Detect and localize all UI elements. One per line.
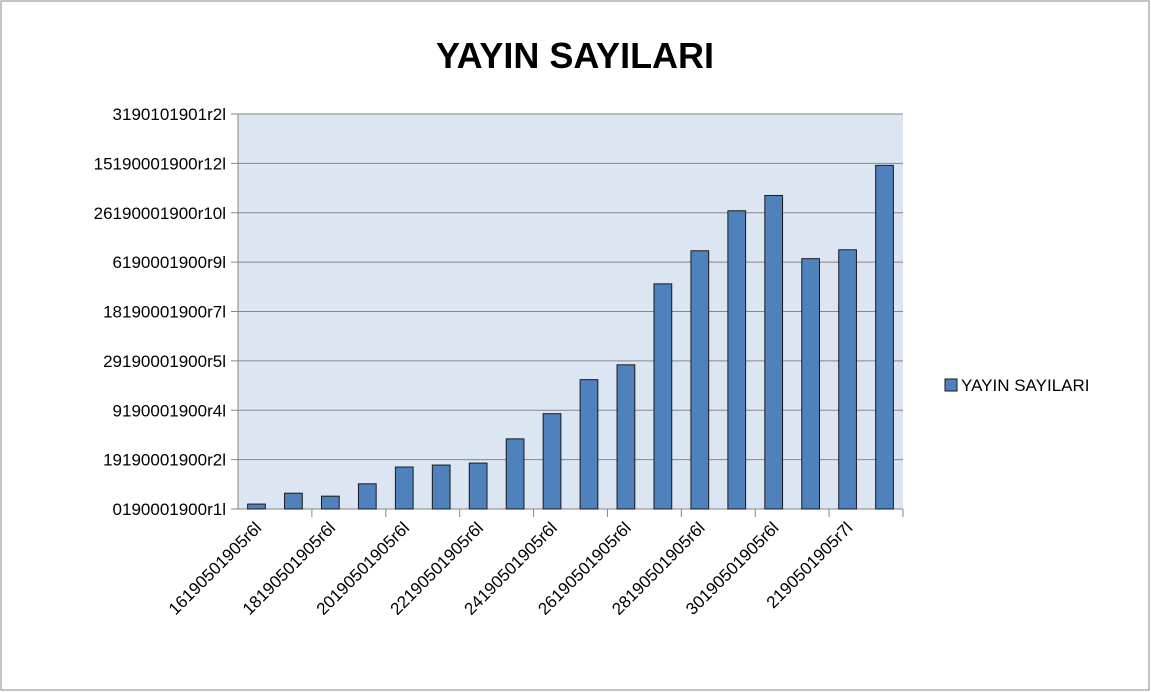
bar xyxy=(764,194,784,510)
bar xyxy=(875,164,894,510)
y-tick-label: 15190001900r12l xyxy=(94,154,226,173)
y-tick-label: 6190001900r9l xyxy=(113,253,226,272)
legend-label: YAYIN SAYILARI xyxy=(961,376,1090,395)
bar xyxy=(468,462,488,510)
y-tick-label: 9190001900r4l xyxy=(113,401,226,420)
bar xyxy=(838,249,857,510)
chart-title: YAYIN SAYILARI xyxy=(436,35,714,76)
bar xyxy=(505,438,525,510)
y-tick-label: 19190001900r2l xyxy=(103,451,226,470)
bar xyxy=(431,464,451,510)
bar xyxy=(579,379,599,510)
bar xyxy=(394,466,414,510)
y-tick-label: 18190001900r7l xyxy=(103,303,226,322)
bar xyxy=(320,495,340,510)
y-tick-label: 29190001900r5l xyxy=(103,352,226,371)
bar xyxy=(542,413,562,510)
y-tick-label: 26190001900r10l xyxy=(94,204,226,223)
y-tick-label: 0190001900r1l xyxy=(113,500,226,519)
bar xyxy=(727,210,747,510)
bar xyxy=(357,483,377,510)
bar xyxy=(616,364,636,510)
bar xyxy=(690,250,710,510)
y-tick-label: 3190101901r2l xyxy=(113,105,226,124)
legend-swatch xyxy=(944,378,958,392)
bar xyxy=(653,283,673,510)
bar xyxy=(247,503,266,510)
bar xyxy=(284,492,303,510)
bar xyxy=(801,258,821,510)
